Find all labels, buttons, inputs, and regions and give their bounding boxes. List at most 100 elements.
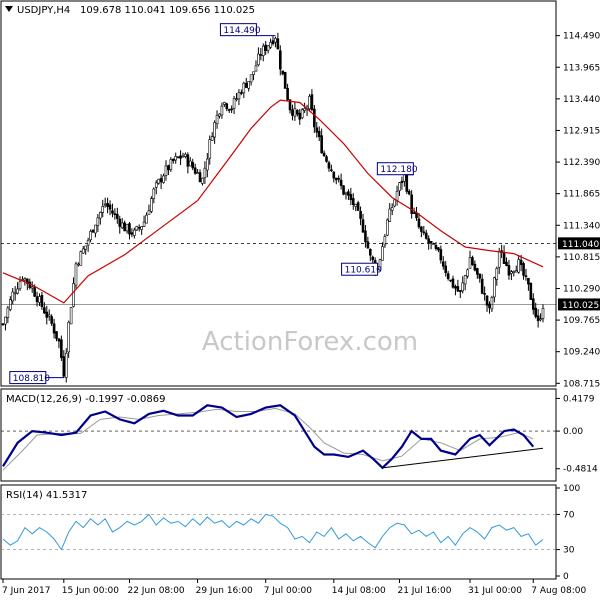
candle-up	[101, 206, 105, 213]
candle-down	[113, 213, 117, 215]
candle-up	[249, 74, 253, 83]
candle-down	[531, 298, 535, 310]
candle-down	[437, 247, 440, 251]
candle-up	[235, 98, 238, 100]
macd-y-tick-label: -0.4814	[563, 465, 598, 475]
candle-down	[276, 38, 280, 50]
candle-down	[296, 109, 299, 115]
rsi-series	[1, 513, 556, 551]
candle-down	[35, 296, 39, 303]
candle-up	[220, 105, 224, 116]
x-tick-label: 22 Jun 08:00	[127, 586, 184, 596]
candle-up	[11, 291, 15, 302]
candle-down	[167, 165, 170, 171]
candle-down	[291, 109, 294, 116]
candle-down	[310, 94, 314, 111]
candle-down	[52, 323, 56, 334]
candle-down	[137, 227, 141, 229]
candle-down	[317, 131, 321, 138]
candle-up	[133, 229, 136, 236]
candle-down	[128, 223, 131, 235]
candle-down	[43, 307, 46, 314]
candle-down	[412, 212, 416, 214]
y-tick-label: 113.965	[563, 63, 600, 73]
collapse-arrow-icon[interactable]	[5, 6, 13, 12]
x-tick-label: 7 Jul 00:00	[264, 586, 313, 596]
candle-down	[315, 127, 319, 133]
candle-up	[147, 210, 151, 215]
annotation-label: 108.810	[13, 374, 50, 384]
candle-up	[201, 177, 204, 184]
candle-down	[116, 213, 119, 219]
candle-down	[225, 103, 229, 110]
candle-down	[325, 156, 328, 162]
candle-up	[103, 203, 107, 206]
candle-up	[215, 114, 219, 125]
macd-y-tick-label: 0.00	[563, 427, 583, 437]
candle-up	[67, 321, 70, 353]
annotation-label: 112.180	[380, 165, 417, 175]
candle-up	[157, 178, 160, 184]
x-tick-label: 14 Jul 08:00	[332, 586, 386, 596]
candle-up	[541, 307, 545, 319]
candle-up	[174, 156, 178, 161]
candle-down	[434, 245, 438, 249]
candle-up	[18, 280, 22, 290]
candle-up	[395, 191, 399, 201]
price-header: USDJPY,H4 109.678 110.041 109.656 110.02…	[5, 5, 255, 16]
candle-down	[283, 71, 287, 89]
candle-down	[524, 275, 528, 278]
candle-up	[4, 316, 7, 325]
macd-title: MACD(12,26,9) -0.1997 -0.0869	[6, 394, 166, 405]
candle-up	[237, 92, 241, 100]
candle-up	[293, 108, 297, 117]
candle-down	[91, 229, 95, 233]
candle-up	[468, 257, 472, 269]
candle-down	[507, 265, 511, 276]
y-tick-label: 111.865	[563, 190, 600, 200]
candle-down	[45, 311, 49, 318]
candle-down	[424, 232, 428, 239]
candle-up	[181, 155, 185, 158]
candle-down	[429, 240, 433, 244]
candle-up	[257, 53, 260, 66]
candle-up	[210, 136, 214, 141]
candle-down	[313, 108, 316, 128]
candle-down	[339, 179, 343, 186]
x-tick-label: 7 Aug 08:00	[531, 586, 586, 596]
macd-trendline	[382, 447, 544, 469]
rsi-line	[2, 513, 544, 551]
candle-down	[57, 338, 61, 342]
rsi-panel-frame	[0, 484, 557, 580]
price-level-label: 110.025	[562, 301, 599, 311]
candle-down	[407, 190, 411, 195]
candle-up	[344, 192, 348, 195]
candle-down	[522, 263, 525, 276]
candle-down	[361, 219, 365, 233]
candle-up	[6, 307, 10, 318]
candle-up	[274, 38, 277, 43]
candle-up	[142, 221, 146, 227]
candle-down	[456, 286, 460, 292]
y-tick-label: 110.290	[563, 284, 600, 294]
candle-down	[364, 230, 367, 243]
candle-down	[28, 281, 32, 289]
candle-down	[427, 238, 430, 244]
candle-up	[8, 299, 12, 310]
candle-up	[308, 96, 311, 110]
candle-up	[74, 263, 78, 286]
candle-down	[359, 210, 362, 219]
candle-down	[330, 169, 333, 172]
candle-down	[159, 178, 163, 183]
candle-down	[473, 263, 477, 271]
candle-down	[410, 194, 413, 214]
candle-up	[125, 223, 129, 232]
candle-up	[303, 108, 306, 111]
candle-up	[152, 188, 156, 200]
candle-down	[356, 202, 360, 211]
candle-down	[198, 172, 202, 183]
candle-down	[60, 339, 63, 358]
candle-up	[247, 81, 250, 89]
